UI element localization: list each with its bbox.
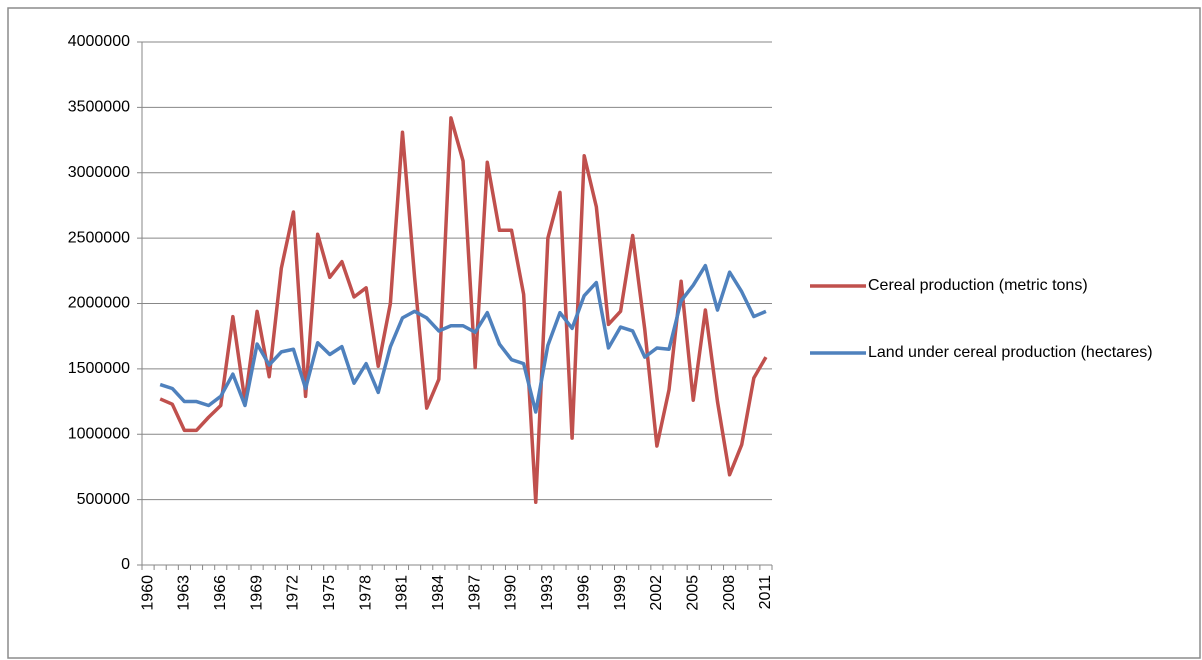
x-tick-label: 1981 <box>394 575 411 611</box>
y-tick-label: 2000000 <box>68 295 130 312</box>
y-tick-label: 1500000 <box>68 360 130 377</box>
y-tick-label: 500000 <box>77 491 130 508</box>
series-line <box>159 116 768 504</box>
x-tick-label: 1984 <box>430 575 447 611</box>
x-tick-label: 2005 <box>684 575 701 611</box>
x-tick-label: 1975 <box>321 575 338 611</box>
x-tick-label: 1966 <box>212 575 229 611</box>
series-line <box>159 263 767 414</box>
x-tick-label: 1969 <box>248 575 265 611</box>
x-tick-label: 1978 <box>357 575 374 611</box>
y-tick-label: 3500000 <box>68 99 130 116</box>
y-tick-label: 3000000 <box>68 164 130 181</box>
x-tick-label: 2011 <box>757 575 774 610</box>
x-tick-label: 1993 <box>539 575 556 611</box>
x-tick-label: 1987 <box>466 575 483 611</box>
x-tick-label: 1963 <box>176 575 193 611</box>
y-tick-label: 2500000 <box>68 229 130 246</box>
x-tick-label: 1960 <box>139 575 156 611</box>
legend-label: Land under cereal production (hectares) <box>868 344 1153 361</box>
x-tick-label: 1996 <box>575 575 592 611</box>
y-tick-label: 4000000 <box>68 33 130 50</box>
x-tick-label: 1990 <box>503 575 520 611</box>
x-tick-label: 1999 <box>612 575 629 611</box>
x-tick-label: 2002 <box>648 575 665 611</box>
x-tick-label: 2008 <box>721 575 738 611</box>
legend-label: Cereal production (metric tons) <box>868 277 1088 294</box>
y-tick-label: 0 <box>121 556 130 573</box>
y-tick-label: 1000000 <box>68 425 130 442</box>
x-tick-label: 1972 <box>285 575 302 611</box>
